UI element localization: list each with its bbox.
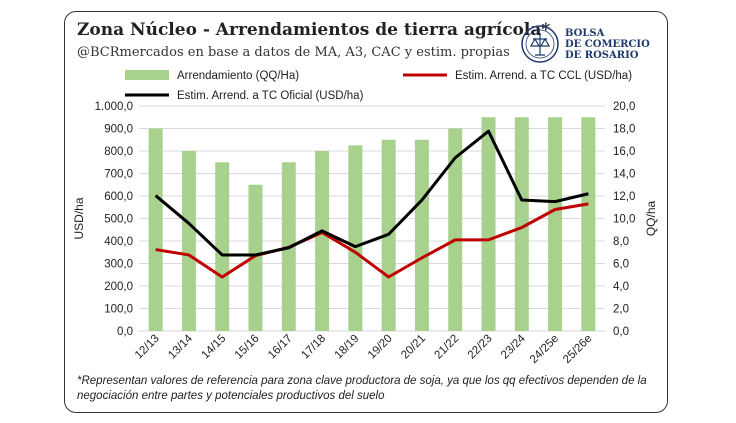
x-tick-label: 25/26e [561, 333, 594, 366]
bar-arrendamiento [148, 128, 163, 331]
rent-chart: 0,0 100,0 200,0 300,0 400,0 500,0 600,0 700,0 80… [72, 70, 658, 366]
y-tick-label: 700,0 [104, 169, 133, 181]
x-tick-label: 14/15 [199, 333, 228, 362]
x-tick-label: 20/21 [399, 333, 428, 362]
y-tick-label: 600,0 [104, 191, 133, 203]
bcr-logo-text: BOLSA DE COMERCIO DE ROSARIO [565, 28, 650, 61]
bcr-logo: BOLSA DE COMERCIO DE ROSARIO [520, 24, 660, 68]
y2-tick-label: 2,0 [613, 304, 629, 316]
bar-arrendamiento [448, 128, 463, 331]
x-tick-label: 21/22 [432, 333, 461, 362]
x-tick-label: 15/16 [233, 333, 262, 362]
legend-label: Estim. Arrend. a TC CCL (USD/ha) [455, 70, 632, 82]
y-tick-label: 400,0 [104, 236, 133, 248]
x-tick-label: 22/23 [466, 333, 495, 362]
y2-tick-label: 20,0 [613, 101, 635, 113]
x-tick-label: 19/20 [366, 333, 395, 362]
y-axis-title: USD/ha [72, 197, 86, 239]
y-tick-label: 900,0 [104, 124, 133, 136]
y2-tick-label: 6,0 [613, 259, 629, 271]
logo-line-3: DE ROSARIO [565, 50, 639, 61]
y-tick-label: 500,0 [104, 214, 133, 226]
x-tick-label: 24/25e [528, 333, 561, 366]
line-tc-ccl [155, 202, 589, 279]
bar-arrendamiento [248, 184, 263, 331]
bcr-seal-icon [521, 25, 559, 63]
bar-arrendamiento [581, 117, 596, 331]
logo-line-2: DE COMERCIO [565, 39, 650, 50]
y2-tick-label: 4,0 [613, 281, 629, 293]
chart-card: Zona Núcleo - Arrendamientos de tierra a… [64, 11, 668, 413]
x-tick-label: 16/17 [266, 333, 295, 362]
legend-label: Arrendamiento (QQ/Ha) [177, 70, 299, 82]
x-tick-label: 17/18 [299, 333, 328, 362]
y2-tick-label: 8,0 [613, 236, 629, 248]
bar-arrendamiento [315, 151, 330, 331]
y2-axis-title: QQ/ha [644, 201, 658, 237]
bar-arrendamiento [481, 117, 496, 331]
legend-swatch-bar [125, 70, 169, 80]
chart-subtitle: @BCRmercados en base a datos de MA, A3, … [77, 45, 510, 60]
x-tick-label: 13/14 [166, 332, 195, 361]
y2-tick-label: 10,0 [613, 214, 635, 226]
x-tick-label: 23/24 [499, 332, 528, 361]
bar-arrendamiento [215, 162, 230, 331]
y2-tick-label: 16,0 [613, 146, 635, 158]
footnote: *Representan valores de referencia para … [77, 375, 647, 402]
y2-tick-label: 14,0 [613, 169, 635, 181]
bar-arrendamiento [414, 139, 429, 331]
y-tick-label: 300,0 [104, 259, 133, 271]
bar-arrendamiento [348, 145, 363, 331]
line-tc-oficial [154, 129, 589, 257]
y2-tick-label: 18,0 [613, 124, 635, 136]
y2-tick-label: 0,0 [613, 326, 629, 338]
legend-label: Estim. Arrend. a TC Oficial (USD/ha) [177, 90, 364, 102]
bar-arrendamiento [181, 151, 196, 331]
chart-title: Zona Núcleo - Arrendamientos de tierra a… [77, 20, 551, 40]
bar-arrendamiento [548, 117, 563, 331]
y-tick-label: 100,0 [104, 304, 133, 316]
bar-arrendamiento [514, 117, 529, 331]
x-tick-label: 12/13 [133, 333, 162, 362]
x-tick-label: 18/19 [333, 333, 362, 362]
y-tick-label: 800,0 [104, 146, 133, 158]
y-tick-label: 200,0 [104, 281, 133, 293]
logo-line-1: BOLSA [565, 28, 605, 39]
y-tick-label: 1.000,0 [95, 101, 133, 113]
y-tick-label: 0,0 [117, 326, 133, 338]
y2-tick-label: 12,0 [613, 191, 635, 203]
